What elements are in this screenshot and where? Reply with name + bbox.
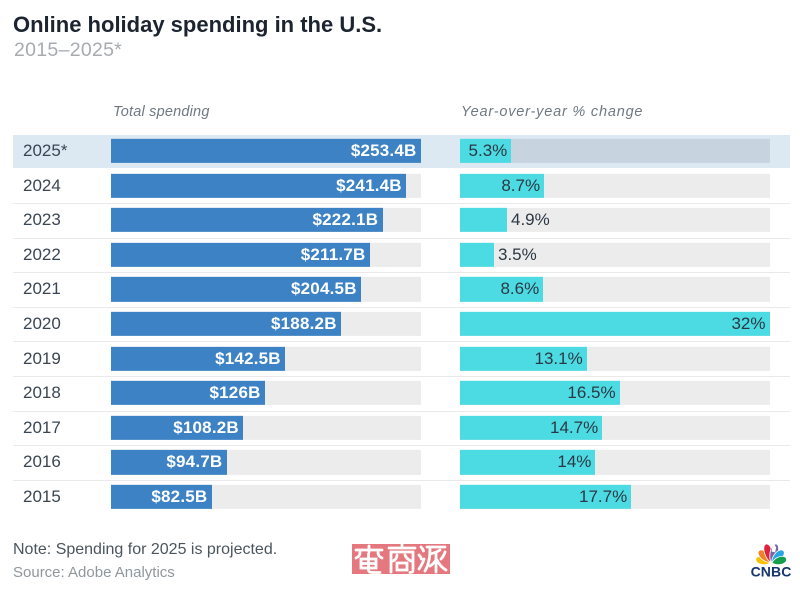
svg-text:CNBC: CNBC [751, 564, 792, 580]
